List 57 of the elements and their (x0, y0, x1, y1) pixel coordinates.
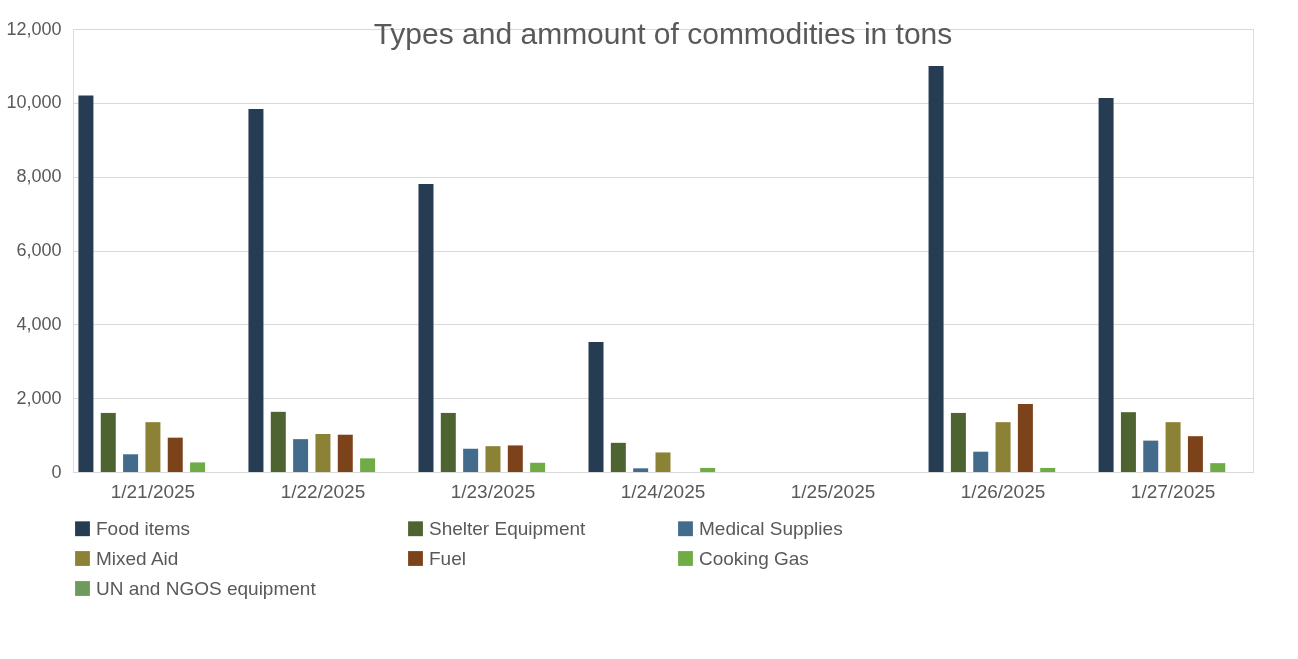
bar (315, 433, 331, 472)
legend-label: Shelter Equipment (429, 517, 587, 539)
bar (928, 65, 944, 472)
chart-title: Types and ammount of commodities in tons (373, 17, 953, 50)
y-tick-label: 10,000 (6, 92, 62, 113)
bar (530, 462, 546, 472)
bar (440, 412, 456, 472)
x-tick-label: 1/27/2025 (1130, 480, 1216, 502)
bar (1120, 412, 1136, 472)
bar (293, 439, 309, 472)
bar (360, 458, 376, 472)
bar (507, 445, 523, 472)
legend-label: Food items (96, 517, 190, 539)
bar (270, 411, 286, 472)
bar (485, 446, 501, 472)
bar (167, 437, 183, 472)
legend-label: UN and NGOS equipment (96, 577, 317, 599)
bar (1165, 422, 1181, 472)
bar (700, 467, 716, 472)
bar (973, 451, 989, 472)
y-tick-label: 0 (51, 461, 62, 482)
y-tick-label: 2,000 (16, 387, 62, 408)
y-tick-label: 6,000 (16, 240, 62, 260)
x-tick-label: 1/23/2025 (450, 480, 536, 502)
x-tick-label: 1/22/2025 (280, 480, 366, 502)
x-tick-label: 1/24/2025 (620, 480, 706, 502)
legend-label: Cooking Gas (699, 547, 809, 569)
bar (463, 448, 479, 472)
bar (1187, 436, 1203, 472)
bar (190, 462, 206, 472)
bar (1017, 404, 1033, 472)
legend-label: Mixed Aid (96, 547, 179, 569)
bar (633, 468, 649, 472)
x-tick-label: 1/25/2025 (790, 480, 876, 502)
y-tick-label: 8,000 (16, 166, 62, 187)
x-tick-label: 1/26/2025 (960, 480, 1046, 502)
y-tick-label: 4,000 (16, 313, 62, 334)
bar (1210, 463, 1226, 472)
bar (995, 422, 1011, 472)
bar (655, 452, 671, 472)
bar (145, 422, 161, 472)
bar (950, 412, 966, 472)
bar (123, 454, 139, 472)
bar (418, 184, 434, 472)
bar (78, 95, 94, 472)
bar (610, 442, 626, 472)
bar (588, 342, 604, 472)
legend-label: Fuel (429, 547, 466, 569)
bar (100, 412, 116, 472)
bar (337, 434, 353, 472)
bar (1143, 440, 1159, 472)
bar (1040, 467, 1056, 472)
legend-label: Medical Supplies (699, 517, 843, 539)
bar (1098, 98, 1114, 472)
y-tick-label: 12,000 (6, 18, 62, 39)
bar (248, 109, 264, 472)
x-tick-label: 1/21/2025 (110, 480, 196, 502)
